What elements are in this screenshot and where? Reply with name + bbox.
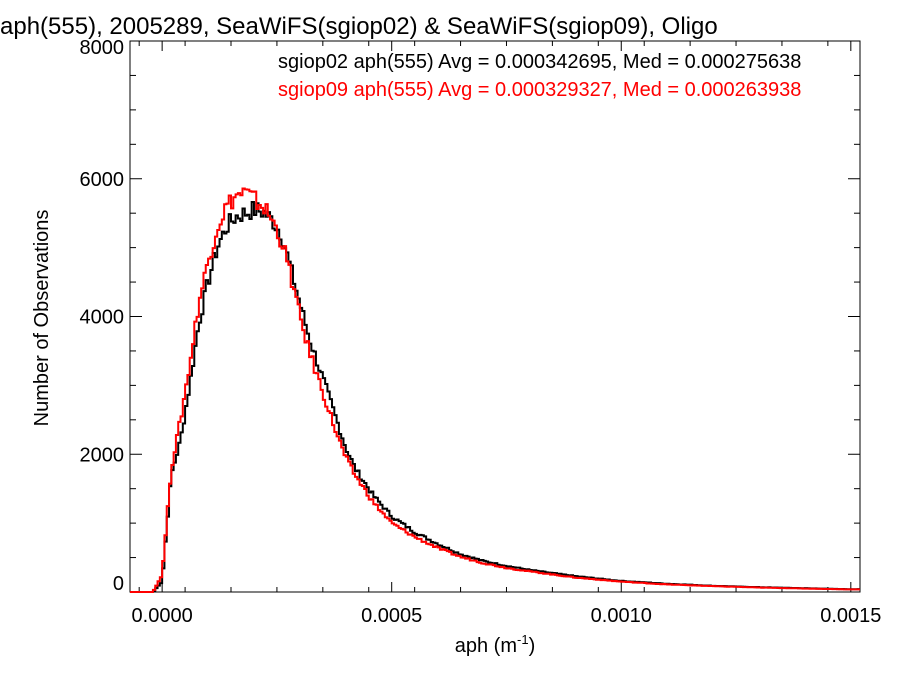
series-group	[130, 187, 860, 593]
stats-annotation-sgiop09: sgiop09 aph(555) Avg = 0.000329327, Med …	[278, 79, 801, 101]
axes: 0.0000 0.0005 0.0010 0.0015 0 2000 4000 6000 800…	[80, 37, 882, 627]
y-tick-label: 2000	[80, 444, 125, 466]
chart-title: aph(555), 2005289, SeaWiFS(sgiop02) & Se…	[0, 13, 718, 40]
x-axis-label-tail: )	[529, 635, 536, 657]
x-tick-label: 0.0010	[591, 605, 652, 627]
series-line-1	[130, 187, 860, 593]
x-tick-label: 0.0005	[361, 605, 422, 627]
y-axis-label: Number of Observations	[31, 210, 53, 427]
x-tick-label: 0.0000	[132, 605, 193, 627]
x-tick-label: 0.0015	[820, 605, 881, 627]
y-tick-label: 4000	[80, 307, 125, 329]
y-tick-label: 6000	[80, 169, 125, 191]
y-tick-label: 8000	[80, 37, 125, 59]
series-line-0	[130, 201, 860, 593]
stats-annotation-sgiop02: sgiop02 aph(555) Avg = 0.000342695, Med …	[278, 51, 801, 73]
x-axis-label: aph (m-1)	[455, 632, 535, 657]
plot-frame	[129, 40, 861, 593]
y-tick-label: 0	[113, 573, 124, 595]
x-axis-label-sup: -1	[517, 632, 529, 647]
x-axis-label-main: aph (m	[455, 635, 517, 657]
